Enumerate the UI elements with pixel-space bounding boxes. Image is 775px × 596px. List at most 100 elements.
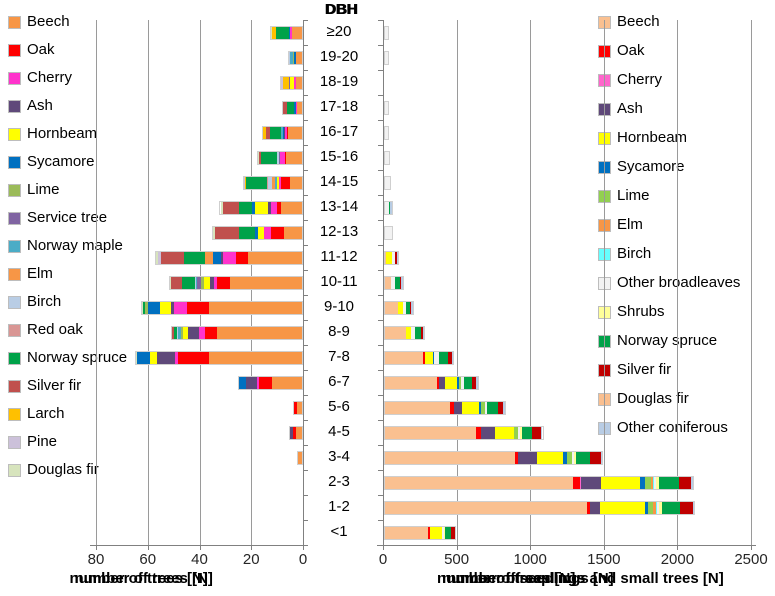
category-tick: [303, 20, 308, 21]
bar-14-15: [384, 176, 392, 190]
bar-segment-beech: [290, 177, 302, 189]
bar-segment-beech: [385, 502, 587, 514]
bar-segment-oak: [514, 452, 519, 464]
bar-segment-sycamore: [457, 377, 460, 389]
legend-item-silver-fir: Silver fir: [8, 378, 127, 394]
axis-tick-1500: [603, 545, 605, 550]
bar-segment-ash: [454, 402, 463, 414]
legend-label: Oak: [617, 42, 645, 59]
bar-segment-silver-fir: [282, 102, 287, 114]
bar-segment-silver-fir: [421, 327, 423, 339]
bar-segment-norway-spruce: [395, 277, 400, 289]
legend-swatch-icon: [8, 99, 21, 113]
category-axis: [383, 20, 384, 545]
bar-7-8: [384, 351, 455, 365]
category-tick: [378, 220, 383, 221]
bar-segment-shrubs: [655, 477, 660, 489]
bar-segment-oak: [586, 502, 590, 514]
legend-item-service-tree: Service tree: [8, 210, 127, 226]
bar-segment-hornbeam: [255, 202, 269, 214]
legend-item-norway-maple: Norway maple: [8, 238, 127, 254]
bar-segment-sycamore: [282, 127, 284, 139]
bar-17-18: [281, 101, 303, 115]
bar-segment-beech: [385, 377, 437, 389]
bar-18-19: [280, 76, 303, 90]
dbh-category-5-6: 5-6: [328, 398, 350, 415]
bar-segment-cherry: [256, 377, 260, 389]
bar-9-10: [384, 301, 414, 315]
bar-segment-sycamore: [148, 302, 160, 314]
bar-segment-other-broadleaves: [410, 327, 416, 339]
axis-tick-20: [251, 545, 253, 550]
category-tick: [378, 445, 383, 446]
dbh-category-8-9: 8-9: [328, 323, 350, 340]
category-tick: [378, 320, 383, 321]
dbh-title-text-shadow: DBH: [325, 1, 359, 18]
bar-segment-oak: [423, 352, 425, 364]
bar-segment-norway-spruce: [181, 277, 195, 289]
bar-19-20: [384, 51, 389, 65]
legend-swatch-icon: [8, 127, 21, 141]
bar-10-11: [169, 276, 303, 290]
axis-tick-1000: [530, 545, 532, 550]
bar-4-5: [289, 426, 303, 440]
legend-label: Shrubs: [617, 303, 665, 320]
bar-segment-service-tree: [278, 152, 281, 164]
bar-segment-oak: [292, 427, 296, 439]
bar-segment-norway-spruce: [246, 177, 268, 189]
category-tick: [378, 295, 383, 296]
legend-item-hornbeam: Hornbeam: [8, 126, 127, 142]
bar-segment-beech: [385, 252, 387, 264]
category-tick: [378, 120, 383, 121]
bar-segment-lime: [648, 502, 653, 514]
bar-segment-other-broadleaves: [385, 202, 389, 214]
bar-segment-hornbeam: [444, 377, 458, 389]
bar-segment-beech: [296, 402, 302, 414]
category-tick: [303, 295, 308, 296]
legend-label: Lime: [27, 181, 60, 198]
bar-segment-ash: [438, 377, 445, 389]
bar-segment-ash: [518, 452, 537, 464]
bar-segment-hornbeam: [397, 302, 403, 314]
bar-segment-shrubs: [443, 527, 446, 539]
category-tick: [378, 345, 383, 346]
bar-segment-hornbeam: [406, 327, 411, 339]
bar-7-8: [135, 351, 303, 365]
bar-segment-other-coniferous: [476, 377, 478, 389]
dbh-category-15-16: 15-16: [319, 148, 359, 165]
bar-segment-norway-spruce: [487, 402, 499, 414]
legend-label: Other coniferous: [617, 419, 728, 436]
bar-segment-silver-fir: [215, 227, 239, 239]
bar-segment-silver-fir: [399, 277, 402, 289]
bar-segment-norway-maple: [274, 177, 278, 189]
bar-segment-beech: [385, 477, 574, 489]
bar-segment-hornbeam: [149, 352, 157, 364]
bar-segment-ash: [156, 352, 175, 364]
bar-segment-larch: [245, 177, 247, 189]
bar-8-9: [384, 326, 425, 340]
bar-segment-other-broadleaves: [485, 402, 488, 414]
bar-3-4: [297, 451, 303, 465]
bar-segment-other-broadleaves: [385, 102, 388, 114]
bar-segment-larch: [282, 77, 290, 89]
dbh-category-2-3: 2-3: [328, 473, 350, 490]
bar-segment-hornbeam: [290, 77, 295, 89]
bar-12-13: [211, 226, 303, 240]
bar-≥20: [269, 26, 303, 40]
legend-label: Hornbeam: [27, 125, 98, 142]
x-axis-title-right: number of trees [N] number of seedlings […: [437, 570, 724, 590]
category-tick: [378, 95, 383, 96]
legend-label: Sycamore: [27, 153, 95, 170]
x-axis-title-layer: number of saplings and small trees [N]: [447, 570, 724, 587]
bar-segment-norway-spruce: [286, 102, 295, 114]
legend-label: Lime: [617, 187, 650, 204]
bar-segment-silver-fir: [448, 352, 452, 364]
legend-label: Service tree: [27, 209, 108, 226]
bar-segment-silver-fir: [171, 277, 182, 289]
legend-item-norway-spruce: Norway spruce: [598, 333, 740, 349]
dbh-category-14-15: 14-15: [319, 173, 359, 190]
category-axis: [303, 20, 304, 545]
category-tick: [303, 345, 308, 346]
legend-label: Cherry: [617, 71, 663, 88]
legend-item-lime: Lime: [8, 182, 127, 198]
